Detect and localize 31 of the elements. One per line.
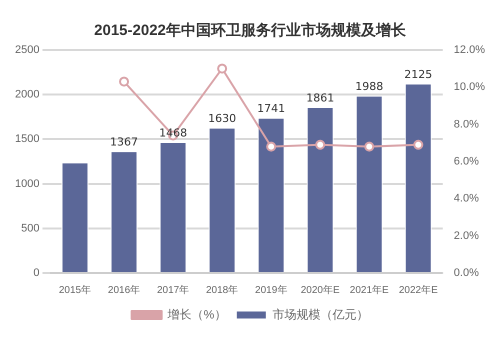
y2-tick-label: 12.0% <box>454 44 486 56</box>
x-tick-label: 2019年 <box>255 284 288 296</box>
y2-tick-label: 8.0% <box>454 118 480 130</box>
data-label: 1630 <box>208 112 236 125</box>
x-tick-label: 2021年E <box>350 284 390 296</box>
x-tick-label: 2015年 <box>58 284 92 296</box>
x-tick-label: 2018年 <box>206 284 238 296</box>
y-tick-label: 1000 <box>14 178 40 190</box>
data-label: 1367 <box>110 135 138 148</box>
y-tick-label: 500 <box>21 222 40 234</box>
data-label: 1741 <box>257 102 286 116</box>
x-tick-label: 2020年E <box>300 284 340 296</box>
x-tick-label: 2022年E <box>398 284 438 296</box>
y-tick-label: 2000 <box>14 88 40 101</box>
legend-label: 市场规模（亿元） <box>272 307 368 322</box>
y2-tick-label: 10.0% <box>454 81 486 94</box>
data-label: 1468 <box>159 126 188 140</box>
x-tick-label: 2017年 <box>156 284 190 296</box>
data-label: 2125 <box>404 68 432 81</box>
y-tick-label: 1500 <box>14 133 40 146</box>
y-tick-label: 2500 <box>14 44 40 56</box>
x-tick-label: 2016年 <box>108 284 140 296</box>
y2-tick-label: 2.0% <box>454 230 480 242</box>
y2-tick-label: 6.0% <box>454 156 480 168</box>
data-label: 1988 <box>355 80 384 94</box>
y2-tick-label: 0.0% <box>454 267 480 280</box>
legend-label: 增长（%） <box>166 307 226 322</box>
data-label: 1861 <box>306 91 334 104</box>
chart-title: 2015-2022年中国环卫服务行业市场规模及增长 <box>94 21 407 40</box>
y-tick-label: 0 <box>33 267 40 280</box>
y2-tick-label: 4.0% <box>454 192 480 205</box>
